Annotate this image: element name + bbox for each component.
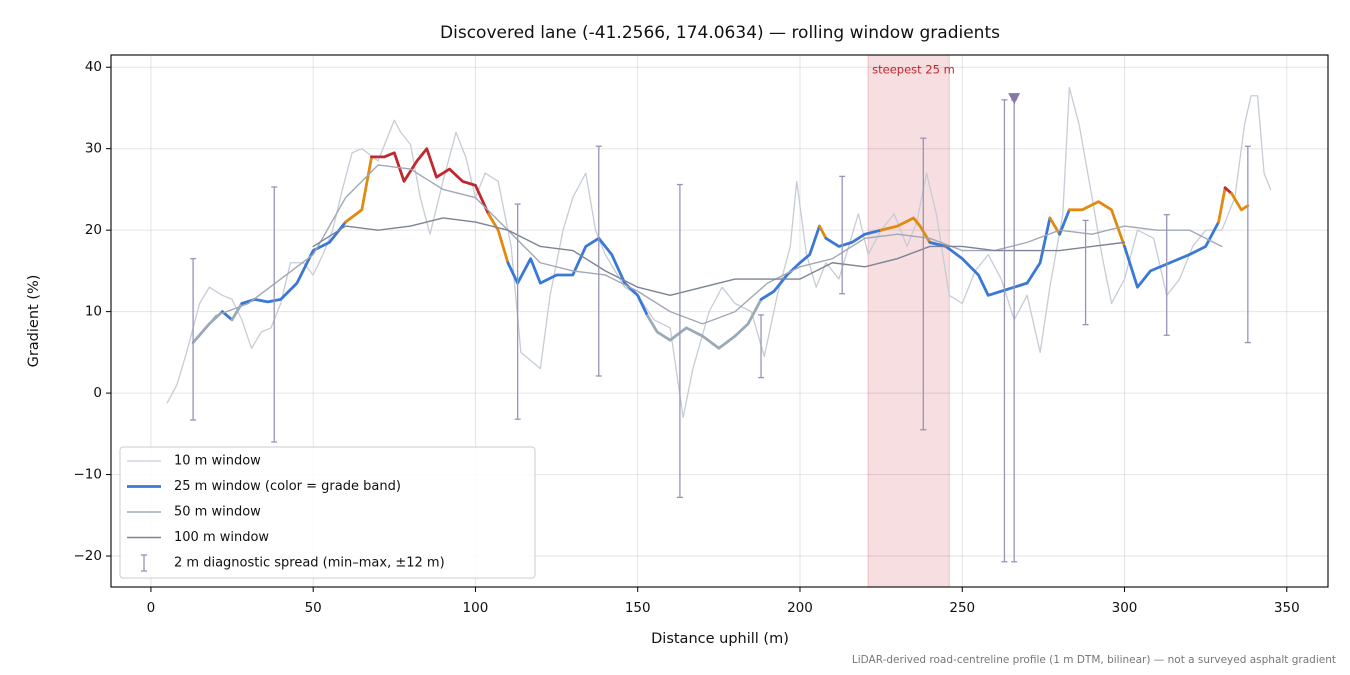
error-bar — [271, 186, 278, 443]
y-axis-label: Gradient (%) — [26, 275, 42, 368]
legend-box — [119, 446, 536, 579]
error-bar — [1082, 219, 1089, 326]
highlight-label: steepest 25 m — [872, 63, 955, 77]
error-bar — [839, 175, 846, 295]
y-tick-label: 10 — [85, 304, 102, 320]
series-line — [824, 228, 883, 248]
plot-frame — [110, 54, 1329, 588]
series-line — [192, 164, 1223, 344]
highlight-span — [867, 54, 950, 588]
x-tick-label: 350 — [1274, 600, 1300, 616]
error-bar — [1011, 99, 1018, 563]
legend-label: 10 m window — [174, 454, 261, 469]
legend-label: 2 m diagnostic spread (min–max, ±12 m) — [174, 556, 445, 571]
x-tick-label: 50 — [305, 600, 322, 616]
footnote: LiDAR-derived road-centreline profile (1… — [852, 654, 1336, 666]
y-tick-label: −20 — [74, 548, 103, 564]
series-line — [1217, 186, 1227, 224]
series-line — [1123, 220, 1221, 289]
error-bar — [190, 258, 197, 421]
error-bar — [920, 137, 927, 431]
error-bar — [676, 183, 683, 499]
series-line — [166, 86, 1272, 419]
series-line — [487, 212, 510, 265]
series-line — [818, 224, 828, 240]
y-tick-label: 20 — [85, 222, 102, 238]
series-line — [1223, 186, 1234, 195]
y-tick-label: 30 — [85, 141, 102, 157]
y-tick-label: −10 — [74, 467, 103, 483]
x-tick-label: 150 — [625, 600, 651, 616]
error-bar — [1244, 145, 1251, 344]
error-bar — [514, 203, 521, 420]
series-line — [312, 217, 1126, 297]
y-tick-label: 0 — [93, 385, 102, 401]
steepest-marker — [1008, 93, 1021, 105]
legend-label: 25 m window (color = grade band) — [174, 479, 401, 494]
legend-label: 100 m window — [174, 530, 269, 545]
series-line — [1067, 200, 1126, 248]
series-line — [240, 220, 348, 305]
error-bar — [758, 314, 765, 379]
series-line — [1230, 192, 1250, 212]
series-line — [370, 147, 490, 216]
chart-title: Discovered lane (-41.2566, 174.0634) — r… — [440, 23, 1000, 43]
error-bar — [1163, 214, 1170, 336]
series-line — [646, 298, 763, 350]
series-line — [759, 224, 821, 301]
y-tick-label: 40 — [85, 59, 102, 75]
x-tick-label: 100 — [463, 600, 489, 616]
x-axis-label: Distance uphill (m) — [651, 631, 789, 647]
error-bar — [595, 145, 602, 377]
error-bar — [1001, 99, 1008, 563]
series-line — [344, 155, 373, 224]
x-tick-label: 300 — [1112, 600, 1138, 616]
x-tick-label: 0 — [147, 600, 156, 616]
series-line — [506, 236, 649, 318]
x-tick-label: 200 — [787, 600, 813, 616]
x-tick-label: 250 — [949, 600, 975, 616]
series-line — [928, 216, 1052, 297]
legend-label: 50 m window — [174, 505, 261, 520]
